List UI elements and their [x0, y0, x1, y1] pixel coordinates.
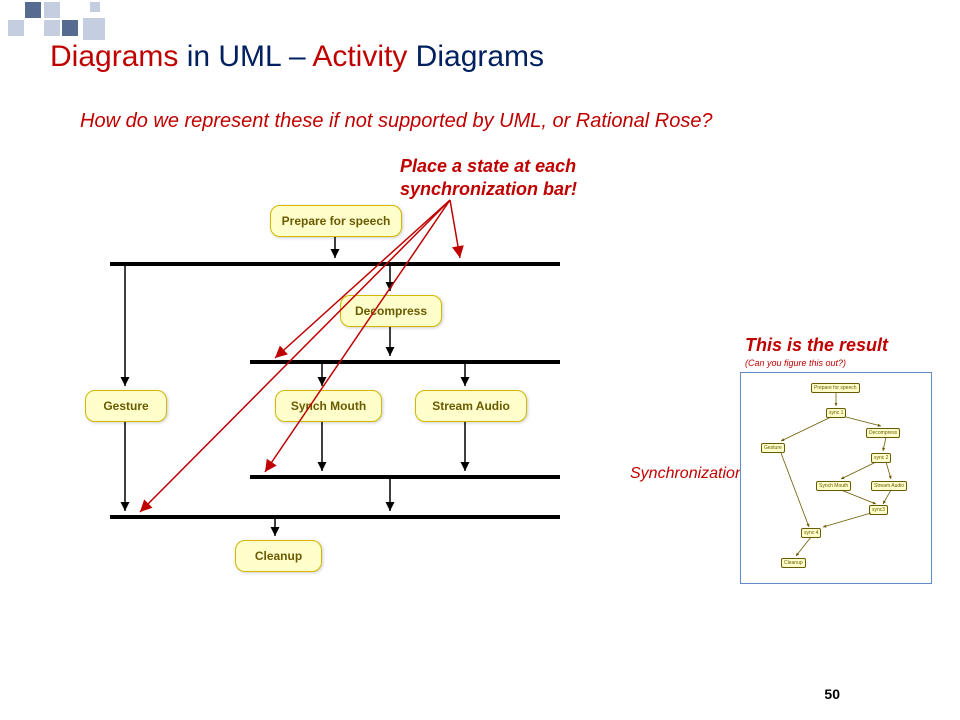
page-number: 50: [824, 686, 840, 702]
note-line1: Place a state at each: [400, 156, 576, 176]
slide-title: Diagrams in UML – Activity Diagrams: [50, 40, 544, 74]
note-sync-state: Place a state at each synchronization ba…: [400, 155, 577, 200]
mini-sync3: sync3: [869, 505, 888, 515]
mini-prepare: Prepare for speech: [811, 383, 860, 393]
mini-synch-mouth: Synch Mouth: [816, 481, 851, 491]
sync-bar-2: [250, 360, 560, 364]
sync-bar-1: [110, 262, 560, 266]
note-line2: synchronization bar!: [400, 179, 577, 199]
result-sublabel: (Can you figure this out?): [745, 358, 846, 368]
activity-synch-mouth: Synch Mouth: [275, 390, 382, 422]
title-part3: Activity: [312, 40, 407, 73]
mini-stream-audio: Stream Audio: [871, 481, 907, 491]
synchronization-label: Synchronization: [630, 465, 744, 483]
sync-bar-4: [110, 515, 560, 519]
activity-stream-audio: Stream Audio: [415, 390, 527, 422]
slide-subtitle: How do we represent these if not support…: [80, 110, 713, 133]
result-mini-diagram: Prepare for speech sync 1 Gesture Decomp…: [740, 372, 932, 584]
mini-decompress: Decompress: [866, 428, 900, 438]
activity-decompress: Decompress: [340, 295, 442, 327]
activity-prepare: Prepare for speech: [270, 205, 402, 237]
title-part2: in UML –: [178, 40, 312, 73]
activity-gesture: Gesture: [85, 390, 167, 422]
mini-sync4: sync 4: [801, 528, 821, 538]
title-part4: Diagrams: [407, 40, 544, 73]
title-part1: Diagrams: [50, 40, 178, 73]
result-label: This is the result: [745, 335, 888, 356]
activity-cleanup: Cleanup: [235, 540, 322, 572]
mini-cleanup: Cleanup: [781, 558, 806, 568]
mini-gesture: Gesture: [761, 443, 785, 453]
sync-bar-3: [250, 475, 560, 479]
mini-sync1: sync 1: [826, 408, 846, 418]
mini-sync2: sync 2: [871, 453, 891, 463]
